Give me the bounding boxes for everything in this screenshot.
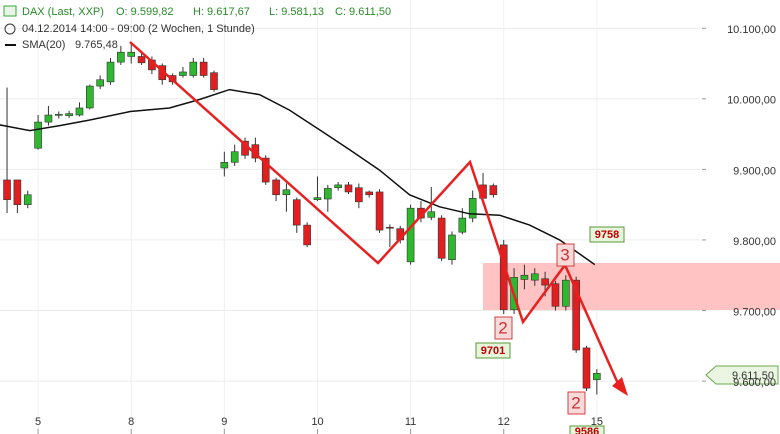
annotation: 9758: [595, 229, 619, 241]
candle-body: [230, 151, 239, 163]
candle-body: [86, 85, 94, 109]
candle-body: [448, 234, 456, 260]
candle-body: [334, 184, 342, 189]
y-tick-label: 9.800,00: [733, 236, 776, 248]
legend-high: H: 9.617,67: [193, 6, 250, 18]
candle-body: [355, 187, 363, 203]
candle-body: [458, 217, 467, 233]
candle-body: [489, 185, 498, 196]
candle-body: [179, 71, 187, 76]
legend-close: C: 9.611,50: [335, 6, 391, 18]
candle-body: [54, 114, 63, 116]
candle-body: [44, 114, 53, 123]
candle-body: [220, 162, 229, 169]
candle-body: [582, 347, 591, 389]
x-tick-label: 15: [591, 416, 603, 428]
x-tick-label: 5: [35, 416, 41, 428]
candle-body: [210, 72, 218, 90]
price-box: [589, 226, 625, 243]
legend-open: O: 9.599,82: [116, 6, 174, 18]
candle-body: [344, 184, 353, 193]
x-tick-label: 11: [405, 416, 416, 428]
candle-body: [303, 224, 311, 246]
arrow-head: [612, 377, 628, 396]
y-tick-label: 9.600,00: [733, 377, 776, 389]
wave-box: [494, 316, 513, 340]
candle-body: [530, 273, 539, 281]
legend-low: L: 9.581,13: [269, 6, 324, 18]
clock-icon: [4, 23, 16, 35]
candle-body: [117, 51, 125, 63]
price-box: [475, 342, 511, 359]
candle-body: [386, 226, 394, 229]
candle-body: [127, 51, 136, 57]
candle-body: [199, 61, 208, 76]
candle-body: [75, 107, 84, 116]
y-tick-label: 9.700,00: [733, 306, 776, 318]
x-tick-label: 10: [311, 416, 323, 428]
legend-period: 04.12.2014 14:00 - 09:00 (2 Wochen, 1 St…: [22, 23, 255, 35]
legend-sma-value: 9.765,48: [75, 39, 118, 51]
candle-body: [3, 179, 11, 201]
x-tick-label: 12: [498, 416, 510, 428]
candle-body: [65, 113, 73, 117]
candle-body: [137, 56, 146, 64]
legend: DAX (Last, XXP) O: 9.599,82 H: 9.617,67 …: [3, 5, 391, 51]
candle-body: [34, 121, 42, 149]
wave-box: [556, 243, 575, 267]
candle-body: [324, 188, 332, 200]
candle-body: [282, 189, 291, 196]
wave-box: [567, 391, 586, 415]
candle-body: [292, 199, 301, 226]
x-tick-label: 8: [128, 416, 134, 428]
annotation: 9701: [481, 345, 505, 357]
zone: [483, 263, 780, 310]
wave-label: 2: [571, 393, 580, 412]
candle-body: [189, 61, 198, 76]
last-price-tag: [705, 365, 779, 385]
candle-body: [468, 197, 477, 219]
candle-body: [375, 191, 384, 231]
candle-body: [96, 79, 104, 87]
annotation: 9586: [575, 426, 599, 434]
candle-body: [593, 373, 601, 380]
y-tick-label: 9.900,00: [733, 165, 776, 177]
candle-body: [313, 197, 322, 201]
candle-body: [562, 279, 570, 307]
candle-body: [572, 279, 580, 351]
wave-line: [129, 41, 622, 389]
candle-body: [261, 157, 270, 183]
wave-label: 2: [498, 318, 507, 337]
candle-body: [13, 179, 22, 205]
legend-icon: [3, 5, 17, 17]
x-tick-label: 9: [221, 416, 227, 428]
legend-sma: SMA(20): [22, 39, 65, 51]
legend-name: DAX (Last, XXP): [22, 6, 104, 18]
candle-body: [541, 278, 549, 286]
candle-body: [23, 194, 32, 205]
sma-line: [0, 88, 596, 266]
candle-body: [406, 207, 415, 263]
y-tick-label: 10.100,00: [727, 24, 776, 36]
candle-body: [551, 283, 560, 307]
wave-label: 3: [560, 245, 569, 264]
y-tick-label: 10.000,00: [727, 95, 776, 107]
last-price: 9.611,50: [732, 370, 774, 382]
candle-body: [365, 191, 374, 196]
candle-body: [427, 211, 436, 218]
candle-body: [437, 217, 446, 259]
candle-body: [272, 179, 280, 196]
candle-body: [106, 61, 115, 83]
candle-body: [520, 274, 529, 280]
